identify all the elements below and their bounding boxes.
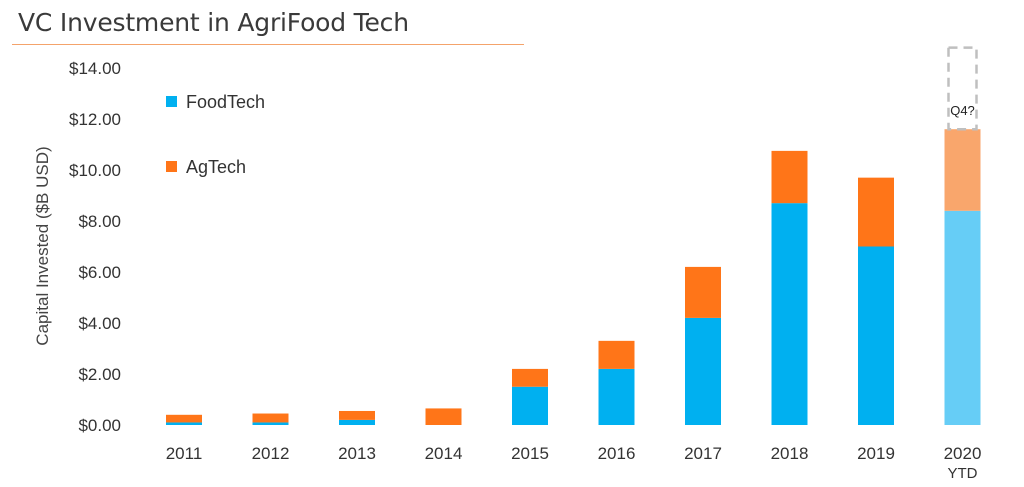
bar-foodtech-2019 [858,246,894,425]
title-underline [12,44,524,45]
y-tick-label: $12.00 [69,110,121,129]
y-tick-label: $6.00 [78,263,121,282]
chart-title: VC Investment in AgriFood Tech [18,8,409,37]
bar-foodtech-2015 [512,386,548,425]
bars [166,129,981,425]
x-tick-label: 2019 [857,444,895,463]
y-tick-label: $4.00 [78,314,121,333]
x-tick-label: 2013 [338,444,376,463]
x-tick-label: 2012 [252,444,290,463]
annotations: Q4? [947,46,978,131]
bar-foodtech-2013 [339,419,375,425]
x-tick-label: 2014 [425,444,463,463]
x-tick-label: 2018 [771,444,809,463]
bar-agtech-2020 [944,129,981,211]
bar-agtech-2014 [425,408,462,425]
legend-swatch-foodtech [166,96,177,107]
legend-label-agtech: AgTech [186,157,246,177]
y-tick-label: $2.00 [78,365,121,384]
legend: FoodTech AgTech [166,92,265,177]
bar-agtech-2011 [166,414,202,423]
bar-agtech-2018 [771,150,808,204]
bar-agtech-2013 [339,410,375,420]
legend-swatch-agtech [166,161,177,172]
y-tick-label: $0.00 [78,416,121,435]
bar-foodtech-2018 [771,203,808,425]
x-tick-sublabel: YTD [948,465,978,482]
bar-foodtech-2017 [685,317,721,425]
bar-foodtech-2020 [944,210,981,425]
x-tick-label: 2015 [511,444,549,463]
x-axis-ticks: 2011 2012 2013 2014 2015 2016 2017 2018 2019 2020… [166,444,982,482]
y-tick-label: $10.00 [69,161,121,180]
x-tick-label: 2011 [166,444,203,463]
y-axis-title-group: Capital Invested ($B USD) [33,146,52,345]
legend-label-foodtech: FoodTech [186,92,265,112]
q4-annotation-label: Q4? [950,103,975,118]
y-tick-label: $8.00 [78,212,121,231]
bar-agtech-2017 [685,266,721,318]
x-tick-label: 2020 [944,444,982,463]
bar-foodtech-2011 [166,422,202,425]
bar-agtech-2012 [252,413,289,423]
x-tick-label: 2016 [598,444,636,463]
y-axis-title: Capital Invested ($B USD) [33,146,52,345]
bar-agtech-2019 [858,177,894,247]
bar-foodtech-2016 [598,368,635,425]
x-tick-label: 2017 [684,444,722,463]
q4-placeholder-box [947,46,978,131]
y-tick-label: $14.00 [69,59,121,78]
y-axis-ticks: $0.00 $2.00 $4.00 $6.00 $8.00 $10.00 $12.00 $14… [69,59,121,435]
bar-foodtech-2012 [252,422,289,425]
bar-agtech-2015 [512,368,548,387]
bar-agtech-2016 [598,340,635,369]
